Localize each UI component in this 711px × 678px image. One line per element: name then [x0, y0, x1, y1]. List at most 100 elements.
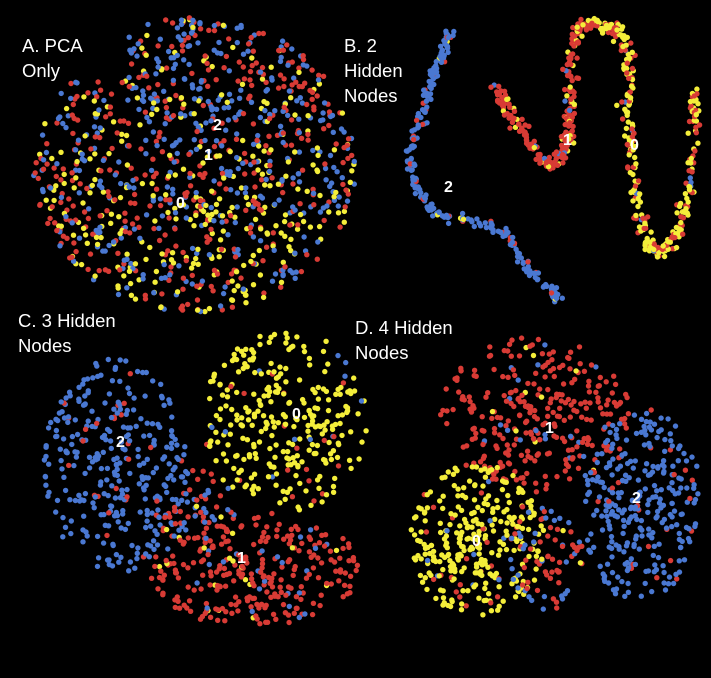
panel-d-point-blue: [658, 415, 664, 421]
panel-a-point-red: [211, 267, 218, 273]
panel-c-point-blue: [120, 511, 126, 517]
panel-b-point-red: [629, 65, 636, 72]
panel-a-point-yellow: [177, 202, 183, 209]
panel-d-point-blue: [669, 480, 675, 486]
panel-a-point-red: [321, 217, 327, 224]
panel-d-point-red: [473, 430, 479, 437]
panel-c-point-red: [273, 616, 279, 622]
panel-d-point-yellow: [457, 523, 463, 529]
panel-a-point-red: [200, 174, 206, 180]
panel-a-point-red: [226, 36, 232, 42]
panel-d-point-blue: [654, 508, 661, 515]
panel-d-point-yellow: [448, 511, 454, 517]
panel-c-point-yellow: [217, 406, 224, 412]
panel-c-point-red: [337, 569, 344, 575]
panel-d-point-yellow: [520, 489, 526, 495]
panel-a-point-blue: [162, 275, 168, 281]
panel-c-point-blue: [158, 381, 164, 387]
panel-d-point-yellow: [494, 497, 500, 504]
panel-c-point-red: [315, 575, 322, 581]
panel-d-point-yellow: [525, 526, 532, 533]
panel-d-point-red: [491, 471, 497, 478]
panel-a-point-red: [122, 218, 128, 224]
panel-d-point-yellow: [424, 505, 431, 511]
panel-b-point-yellow: [685, 199, 691, 205]
panel-a-point-red: [97, 87, 104, 93]
panel-d-point-yellow: [459, 601, 465, 607]
panel-c-point-blue: [82, 393, 88, 399]
panel-c-point-red: [283, 592, 289, 598]
panel-a-point-red: [216, 181, 223, 187]
panel-a-point-red: [288, 142, 295, 148]
panel-c-point-blue: [105, 492, 111, 499]
panel-a-point-blue: [151, 91, 158, 97]
panel-c-point-red: [340, 535, 346, 542]
panel-c-point-red: [333, 568, 339, 574]
panel-d-point-yellow: [439, 475, 445, 481]
panel-a-point-red: [58, 199, 64, 206]
panel-a-point-blue: [229, 98, 235, 104]
panel-c-point-red: [124, 494, 130, 500]
panel-c-point-yellow: [265, 474, 272, 480]
panel-a-point-blue: [234, 131, 240, 137]
panel-a-point-red: [296, 83, 302, 90]
panel-b-point-yellow: [632, 143, 638, 150]
panel-a-point-yellow: [256, 143, 262, 149]
panel-c-point-yellow: [343, 403, 349, 410]
panel-d-point-blue: [515, 585, 521, 591]
panel-a-point-red: [157, 202, 164, 209]
panel-c-point-red: [217, 493, 224, 499]
panel-a-point-blue: [222, 284, 228, 290]
panel-c-point-blue: [155, 507, 161, 513]
panel-c-point-blue: [110, 541, 116, 547]
panel-a-point-blue: [187, 174, 193, 180]
panel-a-point-red: [104, 208, 110, 214]
panel-a-point-blue: [58, 194, 65, 201]
panel-c-point-yellow: [294, 453, 300, 459]
panel-d-point-blue: [660, 458, 667, 464]
panel-c-point-blue: [137, 509, 143, 515]
panel-c-point-yellow: [346, 457, 353, 463]
panel-c-point-yellow: [351, 375, 357, 381]
panel-a-point-red: [126, 83, 132, 90]
panel-d-point-yellow: [424, 586, 430, 593]
panel-a-point-red: [142, 109, 149, 115]
panel-a-point-red: [205, 83, 211, 90]
panel-c-point-yellow: [251, 391, 257, 397]
panel-c-point-blue: [182, 479, 188, 485]
panel-b-point-red: [629, 126, 635, 132]
panel-d-point-yellow: [490, 506, 496, 512]
panel-b-point-yellow: [545, 163, 552, 170]
panel-d-point-red: [515, 395, 522, 402]
panel-a-point-yellow: [288, 236, 294, 242]
panel-c-point-red: [185, 514, 191, 520]
panel-d-point-blue: [649, 588, 655, 595]
panel-d-point-red: [523, 557, 529, 563]
panel-c-point-red: [257, 621, 263, 627]
panel-a-point-red: [295, 222, 301, 228]
panel-b-point-red: [516, 128, 523, 134]
panel-b-point-red: [553, 156, 559, 162]
panel-d-point-blue: [670, 463, 676, 469]
panel-c-point-yellow: [313, 450, 319, 457]
panel-d-point-yellow: [449, 597, 455, 603]
panel-c-point-blue: [86, 454, 93, 460]
panel-b-point-blue: [413, 184, 419, 190]
panel-b-point-red: [635, 178, 642, 184]
panel-a-point-yellow: [258, 226, 264, 232]
panel-c-point-yellow: [236, 469, 242, 476]
panel-a-point-blue: [178, 21, 185, 28]
panel-c-point-blue: [175, 501, 181, 507]
panel-a-point-blue: [262, 107, 268, 114]
panel-c-point-red: [180, 561, 187, 568]
panel-c-point-blue: [118, 554, 124, 560]
panel-c-point-blue: [168, 520, 174, 526]
panel-a-point-yellow: [326, 209, 332, 215]
panel-d-point-blue: [653, 494, 659, 500]
panel-d-point-yellow: [415, 537, 421, 544]
panel-d-point-red: [545, 553, 551, 559]
panel-a-point-red: [155, 43, 161, 49]
panel-c-point-red: [340, 545, 346, 552]
panel-d-point-yellow: [476, 595, 482, 601]
panel-a-point-yellow: [200, 160, 206, 166]
